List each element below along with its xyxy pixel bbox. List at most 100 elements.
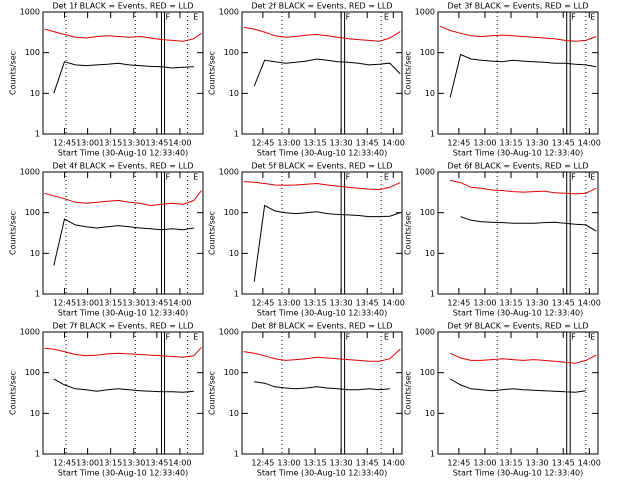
x-tick-label: 13:15 [304,459,327,468]
y-axis-title: Counts/sec [404,371,413,415]
series-line [243,26,401,42]
y-tick-label: 100 [25,208,40,217]
x-tick-label: 12:45 [251,459,274,468]
y-tick-label: 1000 [415,168,435,177]
x-tick-label: 13:30 [122,139,145,148]
x-tick-label: 12:45 [251,299,274,308]
plot-frame [42,171,204,295]
y-axis-title: Counts/sec [404,211,413,255]
x-tick-label: 13:15 [500,139,523,148]
x-tick-label: 13:30 [526,139,549,148]
x-tick-label: 12:45 [53,139,76,148]
flag-label: F [166,333,171,342]
flag-label: F [571,173,576,182]
x-tick-label: 14:00 [382,139,405,148]
x-tick-label: 13:45 [356,459,379,468]
x-tick-label: 13:15 [304,139,327,148]
y-tick-label: 1 [35,130,40,139]
y-tick-label: 100 [420,368,435,377]
chart-title: Det 1f BLACK = Events, RED = LLD [52,2,193,11]
x-tick-label: 13:45 [145,459,168,468]
x-axis-title: Start Time (30-Aug-10 12:33:40) [257,469,388,478]
series-line [253,58,401,87]
y-axis-title: Counts/sec [9,371,18,415]
y-tick-label: 10 [30,409,40,418]
flag-label: F [346,333,351,342]
y-tick-label: 10 [229,249,239,258]
y-tick-label: 10 [229,409,239,418]
x-tick-label: 14:00 [168,139,191,148]
plot-frame [42,11,204,135]
x-tick-label: 13:30 [330,459,353,468]
plot-frame [437,331,599,455]
x-tick-label: 13:00 [277,299,300,308]
chart-title: Det 9f BLACK = Events, RED = LLD [447,322,588,331]
series-line [253,204,401,282]
plot-frame [241,331,403,455]
x-tick-label: 14:00 [382,299,405,308]
chart-title: Det 4f BLACK = Events, RED = LLD [52,162,193,171]
x-tick-label: 12:45 [53,299,76,308]
series-line [449,378,586,393]
x-tick-label: 13:00 [76,139,99,148]
y-tick-label: 100 [420,208,435,217]
x-tick-label: 13:45 [356,299,379,308]
x-tick-label: 13:15 [99,139,122,148]
y-tick-label: 10 [425,409,435,418]
flag-label: F [571,333,576,342]
x-tick-label: 14:00 [382,459,405,468]
x-axis-title: Start Time (30-Aug-10 12:33:40) [453,149,584,158]
y-tick-label: 1000 [20,328,40,337]
y-tick-label: 1 [35,450,40,459]
x-tick-label: 12:45 [447,459,470,468]
x-tick-label: 14:00 [168,459,191,468]
flag-label: E [193,333,198,342]
series-line [44,346,202,358]
x-tick-label: 13:45 [145,299,168,308]
flag-label: F [166,13,171,22]
chart-title: Det 7f BLACK = Events, RED = LLD [52,322,193,331]
y-tick-label: 1000 [219,168,239,177]
x-axis-title: Start Time (30-Aug-10 12:33:40) [58,469,189,478]
x-tick-label: 14:00 [168,299,191,308]
x-tick-label: 13:30 [526,459,549,468]
x-tick-label: 13:00 [473,459,496,468]
y-tick-label: 10 [425,89,435,98]
x-axis-title: Start Time (30-Aug-10 12:33:40) [58,309,189,318]
x-tick-label: 13:30 [330,139,353,148]
x-axis-title: Start Time (30-Aug-10 12:33:40) [453,469,584,478]
x-tick-label: 13:15 [500,459,523,468]
series-line [450,179,597,195]
plot-frame [437,11,599,135]
flag-label: F [166,173,171,182]
y-tick-label: 100 [224,208,239,217]
x-tick-label: 13:15 [500,299,523,308]
x-tick-label: 13:45 [552,299,575,308]
x-tick-label: 12:45 [53,459,76,468]
x-tick-label: 14:00 [578,299,601,308]
flag-label: E [384,13,389,22]
flag-label: E [590,333,595,342]
plot-frame [437,171,599,295]
y-tick-label: 100 [224,368,239,377]
series-line [449,53,597,98]
y-axis-title: Counts/sec [208,371,217,415]
y-tick-label: 1 [35,290,40,299]
series-line [254,381,390,391]
plot-frame [241,171,403,295]
y-tick-label: 1000 [219,8,239,17]
series-line [460,216,597,232]
y-tick-label: 100 [25,368,40,377]
series-line [53,378,194,393]
x-axis-title: Start Time (30-Aug-10 12:33:40) [453,309,584,318]
y-tick-label: 10 [30,89,40,98]
y-axis-title: Counts/sec [404,51,413,95]
x-tick-label: 13:00 [473,139,496,148]
y-tick-label: 100 [25,48,40,57]
flag-label: F [346,173,351,182]
x-tick-label: 14:00 [578,139,601,148]
y-tick-label: 100 [224,48,239,57]
y-tick-label: 10 [30,249,40,258]
y-tick-label: 1 [234,290,239,299]
